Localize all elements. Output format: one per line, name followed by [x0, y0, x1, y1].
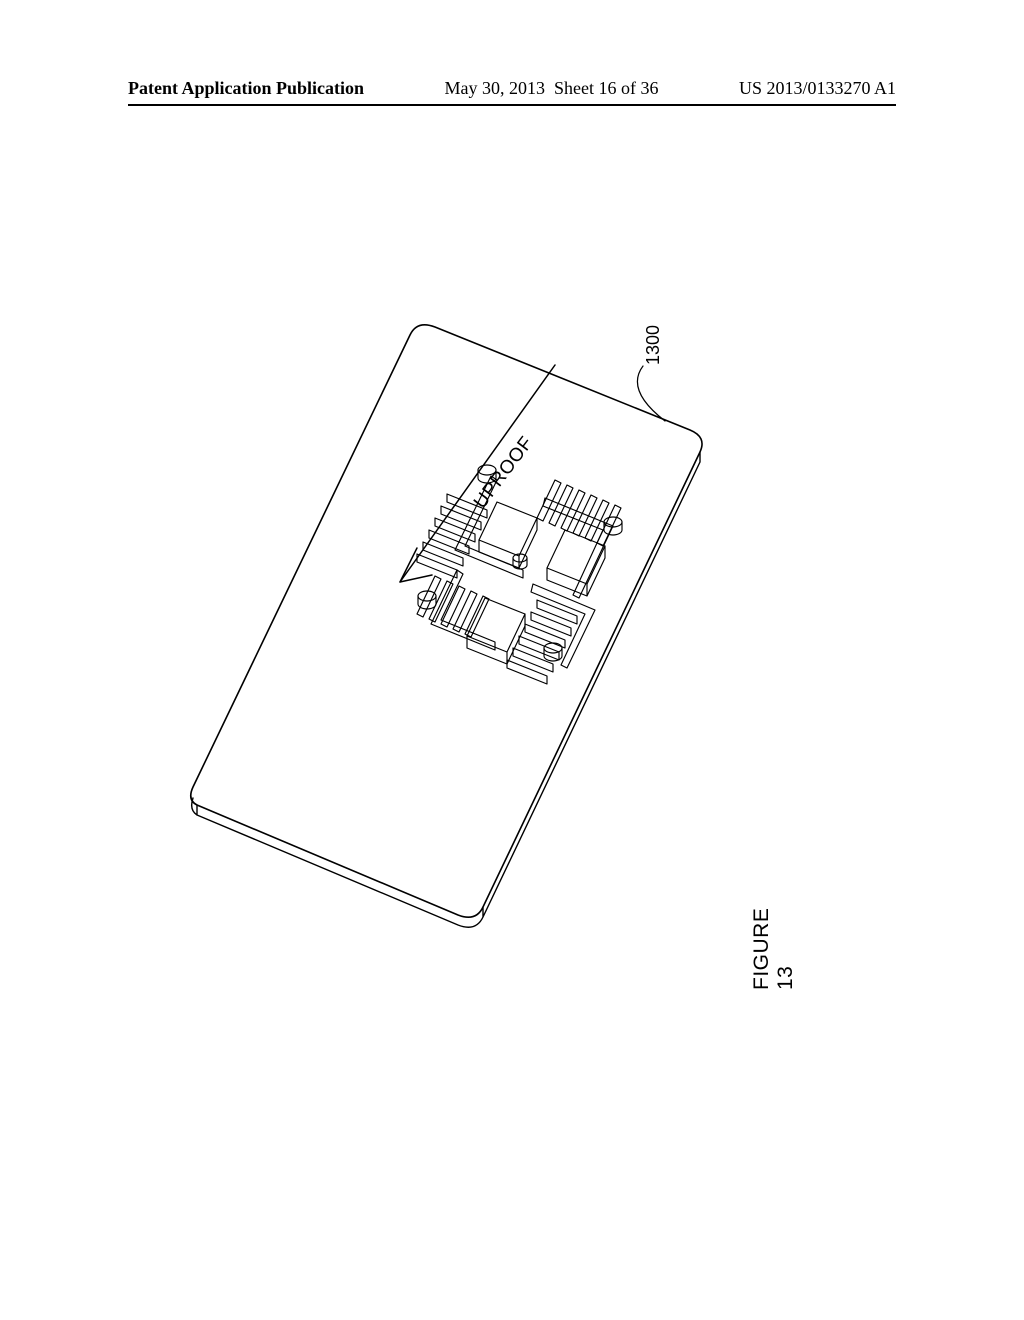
patent-page: Patent Application Publication May 30, 2… [0, 0, 1024, 1320]
header-publication-number: US 2013/0133270 A1 [739, 78, 896, 99]
figure-13: 1300 UPROOF FIGURE 13 [135, 270, 855, 1120]
page-header: Patent Application Publication May 30, 2… [0, 78, 1024, 99]
panel-drawing [135, 270, 855, 1120]
header-date-sheet: May 30, 2013 Sheet 16 of 36 [445, 78, 659, 99]
header-rule [128, 104, 896, 106]
header-publication-type: Patent Application Publication [128, 78, 364, 99]
reference-number-1300: 1300 [643, 325, 664, 365]
figure-caption: FIGURE 13 [750, 885, 798, 990]
